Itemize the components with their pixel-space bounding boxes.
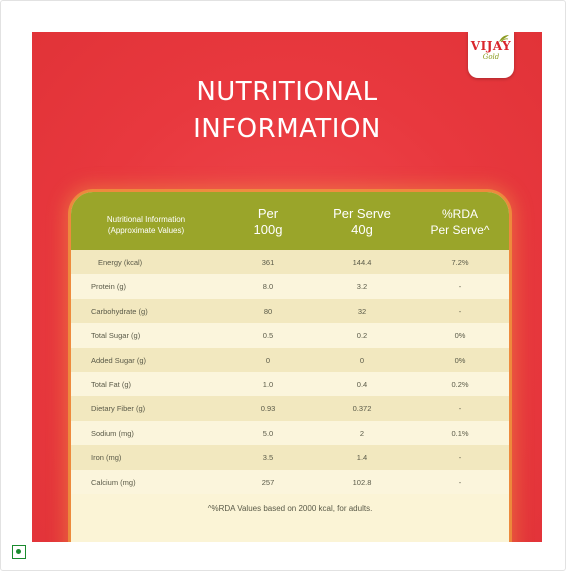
table-row: Total Sugar (g) 0.5 0.2 0% (71, 323, 509, 348)
value-per-serve: 0.2 (356, 331, 368, 341)
value-per-serve: 102.8 (352, 477, 372, 487)
header-nutrient-line1: Nutritional Information (106, 215, 186, 224)
value-per-serve: 2 (359, 428, 365, 438)
header-rda-line1: %RDA (441, 207, 478, 221)
header-nutrient: Nutritional Information (Approximate Val… (81, 214, 211, 236)
header-rda: %RDA Per Serve^ (417, 206, 503, 238)
value-rda: 0.1% (451, 428, 469, 438)
value-rda: - (458, 453, 462, 463)
header-per-100g: Per 100g (233, 206, 303, 238)
value-rda: 0.2% (451, 379, 469, 389)
nutrient-name: Total Sugar (g) (91, 331, 141, 341)
nutrient-name: Energy (kcal) (98, 258, 143, 267)
value-per-100g: 8.0 (262, 282, 274, 292)
header-per-100g-line2: 100g (253, 222, 283, 237)
value-per-100g: 361 (261, 258, 275, 267)
nutrient-name: Sodium (mg) (91, 428, 134, 438)
nutrient-name: Protein (g) (91, 282, 127, 292)
value-rda: - (458, 282, 462, 292)
header-rda-line2: Per Serve^ (430, 223, 490, 237)
nutrient-name: Total Fat (g) (91, 379, 132, 389)
value-rda: 0% (454, 355, 466, 365)
value-rda: - (458, 477, 462, 487)
table-header: Nutritional Information (Approximate Val… (71, 192, 509, 250)
nutrition-poster: VIJAY Gold NUTRITIONAL INFORMATION Nutri… (32, 32, 542, 542)
value-per-serve: 1.4 (356, 453, 368, 463)
nutrient-name: Iron (mg) (91, 453, 122, 463)
rda-footnote: ^%RDA Values based on 2000 kcal, for adu… (207, 504, 373, 513)
table-row: Protein (g) 8.0 3.2 - (71, 274, 509, 299)
value-per-100g: 1.0 (262, 379, 274, 389)
header-per-serve: Per Serve 40g (319, 206, 405, 238)
value-per-100g: 0.93 (260, 404, 276, 414)
value-per-serve: 32 (357, 306, 367, 316)
header-per-serve-line1: Per Serve (333, 206, 391, 221)
value-per-serve: 144.4 (352, 258, 372, 267)
nutrient-name: Carbohydrate (g) (91, 306, 148, 316)
nutrient-name: Added Sugar (g) (91, 355, 147, 365)
value-rda: 7.2% (451, 258, 469, 267)
table-row: Energy (kcal) 361 144.4 7.2% (71, 250, 509, 275)
brand-logo: VIJAY Gold (468, 32, 514, 78)
value-per-100g: 5.0 (262, 428, 274, 438)
value-rda: - (458, 306, 462, 316)
table-row: Carbohydrate (g) 80 32 - (71, 298, 509, 324)
value-per-100g: 257 (261, 477, 275, 487)
nutrition-table: Nutritional Information (Approximate Val… (71, 192, 509, 542)
value-per-serve: 3.2 (356, 282, 368, 292)
title-line-2: INFORMATION (193, 114, 381, 144)
value-per-100g: 80 (263, 306, 273, 316)
value-rda: 0% (454, 331, 466, 341)
value-per-100g: 0.5 (262, 331, 274, 341)
value-per-100g: 3.5 (262, 453, 274, 463)
veg-dot (16, 549, 21, 554)
table-body: Energy (kcal) 361 144.4 7.2% Protein (g)… (71, 250, 509, 494)
table-row: Sodium (mg) 5.0 2 0.1% (71, 420, 509, 446)
leaf-icon (499, 35, 509, 43)
value-rda: - (458, 404, 462, 414)
table-row: Iron (mg) 3.5 1.4 - (71, 445, 509, 470)
nutrient-name: Dietary Fiber (g) (91, 404, 146, 414)
veg-indicator-icon (12, 545, 26, 559)
value-per-serve: 0 (359, 355, 365, 365)
value-per-serve: 0.372 (352, 404, 372, 414)
table-row: Total Fat (g) 1.0 0.4 0.2% (71, 371, 509, 397)
header-per-serve-line2: 40g (351, 222, 373, 237)
logo-sub-text: Gold (482, 53, 500, 61)
nutrient-name: Calcium (mg) (91, 477, 136, 487)
logo-brand-text: VIJAY (470, 39, 512, 53)
header-nutrient-line2: (Approximate Values) (107, 226, 185, 235)
table-row: Calcium (mg) 257 102.8 - (71, 469, 509, 494)
title-line-1: NUTRITIONAL (196, 77, 378, 107)
value-per-100g: 0 (265, 355, 271, 365)
table-row: Dietary Fiber (g) 0.93 0.372 - (71, 396, 509, 421)
value-per-serve: 0.4 (356, 379, 368, 389)
table-row: Added Sugar (g) 0 0 0% (71, 347, 509, 372)
header-per-100g-line1: Per (257, 206, 279, 221)
